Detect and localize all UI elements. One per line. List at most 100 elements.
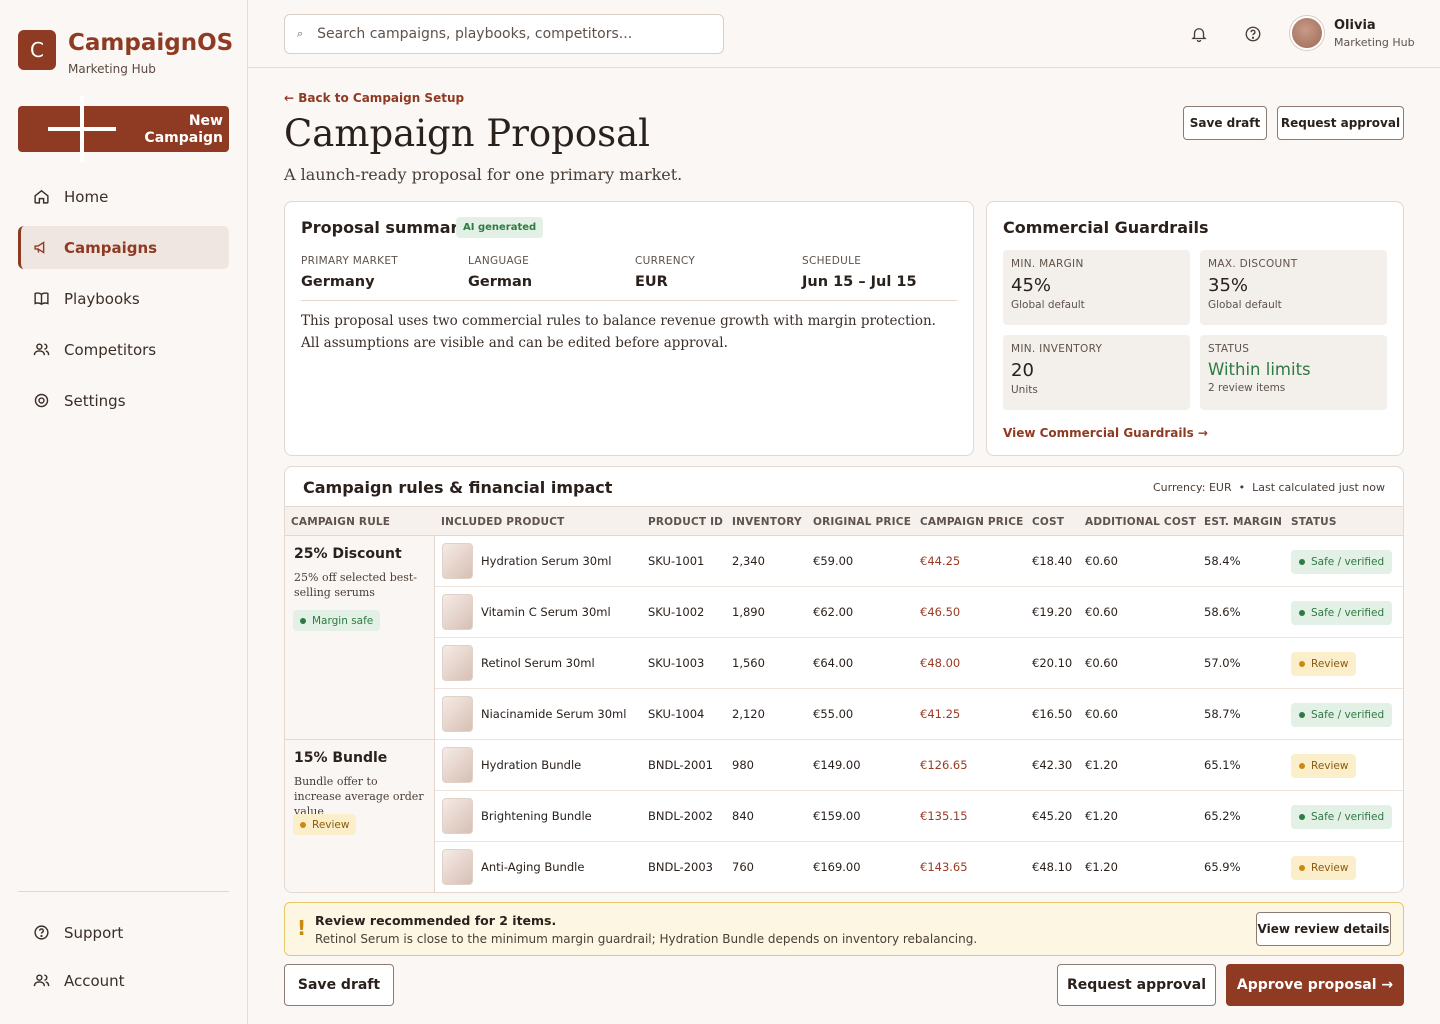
status-badge: Safe / verified — [1291, 805, 1393, 829]
product-thumbnail — [442, 645, 473, 681]
request-approval-button[interactable]: Request approval — [1057, 964, 1216, 1006]
column-header: ADDITIONAL COST — [1085, 516, 1197, 528]
column-header: INCLUDED PRODUCT — [441, 516, 565, 528]
guardrails-card: Commercial Guardrails MIN. MARGIN 45% Gl… — [986, 201, 1404, 456]
save-draft-button-top[interactable]: Save draft — [1183, 106, 1267, 140]
guardrails-title: Commercial Guardrails — [1003, 218, 1209, 237]
request-approval-button-top[interactable]: Request approval — [1277, 106, 1404, 140]
rules-table-card: Campaign rules & financial impact Curren… — [284, 466, 1404, 893]
ai-generated-badge: AI generated — [456, 217, 544, 238]
save-draft-button[interactable]: Save draft — [284, 964, 394, 1006]
sidebar-item-playbooks[interactable]: Playbooks — [18, 277, 229, 320]
user-role: Marketing Hub — [1334, 36, 1415, 49]
sidebar: C CampaignOS Marketing Hub New Campaign … — [0, 0, 248, 1024]
rule-badge: Margin safe — [293, 610, 381, 631]
brand-logo: C — [18, 30, 56, 70]
rule-description: 25% off selected best-selling serums — [294, 571, 418, 599]
rule-cell: 15% Bundle Bundle offer to increase aver… — [285, 740, 435, 892]
view-review-details-button[interactable]: View review details — [1256, 912, 1391, 946]
product-thumbnail — [442, 747, 473, 783]
status-badge: Safe / verified — [1291, 550, 1393, 574]
summary-text: This proposal uses two commercial rules … — [301, 313, 936, 351]
brand-subtitle: Marketing Hub — [68, 62, 156, 76]
status-badge: Review — [1291, 652, 1357, 676]
megaphone-icon — [32, 239, 50, 257]
column-header: COST — [1032, 516, 1065, 528]
search-icon: ⌕ — [297, 27, 304, 40]
meta-value: Germany — [301, 274, 375, 290]
sidebar-divider — [18, 891, 229, 892]
table-row[interactable]: Hydration Serum 30ml SKU-1001 2,340 €59.… — [435, 536, 1403, 587]
meta-label: PRIMARY MARKET — [301, 255, 399, 267]
sidebar-item-competitors[interactable]: Competitors — [18, 328, 229, 371]
approve-proposal-button[interactable]: Approve proposal → — [1226, 964, 1404, 1006]
search-input[interactable]: ⌕ Search campaigns, playbooks, competito… — [284, 14, 724, 54]
column-header: STATUS — [1291, 516, 1337, 528]
product-thumbnail — [442, 849, 473, 885]
sidebar-item-campaigns[interactable]: Campaigns — [18, 226, 229, 269]
warning-icon: ! — [297, 916, 307, 940]
account-icon — [32, 972, 50, 990]
status-badge: Safe / verified — [1291, 601, 1393, 625]
view-guardrails-link[interactable]: View Commercial Guardrails → — [1003, 426, 1208, 440]
meta-value: EUR — [635, 274, 668, 290]
page-subtitle: A launch-ready proposal for one primary … — [284, 165, 683, 184]
table-row[interactable]: Anti-Aging Bundle BNDL-2003 760 €169.00 … — [435, 842, 1403, 892]
status-badge: Review — [1291, 856, 1357, 880]
table-row[interactable]: Vitamin C Serum 30ml SKU-1002 1,890 €62.… — [435, 587, 1403, 638]
product-thumbnail — [442, 594, 473, 630]
book-icon — [32, 290, 50, 308]
sidebar-item-settings[interactable]: Settings — [18, 379, 229, 422]
meta-value: Jun 15 – Jul 15 — [802, 274, 917, 290]
product-thumbnail — [442, 798, 473, 834]
review-alert: ! Review recommended for 2 items. Retino… — [284, 902, 1404, 956]
table-row[interactable]: Niacinamide Serum 30ml SKU-1004 2,120 €5… — [435, 689, 1403, 740]
divider — [301, 300, 957, 301]
table-header: CAMPAIGN RULE INCLUDED PRODUCT PRODUCT I… — [285, 506, 1403, 536]
status-badge: Review — [1291, 754, 1357, 778]
guardrail-min-margin: MIN. MARGIN 45% Global default — [1003, 250, 1190, 325]
page-title: Campaign Proposal — [284, 112, 651, 155]
status-badge: Safe / verified — [1291, 703, 1393, 727]
column-header: EST. MARGIN — [1204, 516, 1283, 528]
meta-value: German — [468, 274, 533, 290]
table-row[interactable]: Retinol Serum 30ml SKU-1003 1,560 €64.00… — [435, 638, 1403, 689]
brand[interactable]: C CampaignOS Marketing Hub — [18, 30, 233, 76]
rule-cell: 25% Discount 25% off selected best-selli… — [285, 536, 435, 740]
guardrail-status: STATUS Within limits 2 review items — [1200, 335, 1387, 410]
table-row[interactable]: Brightening Bundle BNDL-2002 840 €159.00… — [435, 791, 1403, 842]
rule-name: 15% Bundle — [294, 750, 388, 766]
product-thumbnail — [442, 543, 473, 579]
summary-title: Proposal summary — [301, 218, 469, 237]
sidebar-item-support[interactable]: Support — [18, 911, 229, 954]
bell-icon[interactable] — [1189, 24, 1209, 44]
new-campaign-button[interactable]: New Campaign — [18, 96, 229, 162]
gear-icon — [32, 392, 50, 410]
alert-text: Retinol Serum is close to the minimum ma… — [315, 932, 978, 946]
meta-label: CURRENCY — [635, 255, 696, 267]
product-thumbnail — [442, 696, 473, 732]
sidebar-item-home[interactable]: Home — [18, 175, 229, 218]
column-header: PRODUCT ID — [648, 516, 724, 528]
topbar: ⌕ Search campaigns, playbooks, competito… — [248, 0, 1440, 68]
rules-table-title: Campaign rules & financial impact — [303, 478, 613, 497]
alert-title: Review recommended for 2 items. — [315, 913, 557, 928]
meta-label: SCHEDULE — [802, 255, 862, 267]
column-header: INVENTORY — [732, 516, 802, 528]
sidebar-item-account[interactable]: Account — [18, 959, 229, 1002]
brand-name: CampaignOS — [68, 30, 234, 56]
user-name: Olivia — [1334, 18, 1376, 33]
home-icon — [32, 188, 50, 206]
guardrail-min-inventory: MIN. INVENTORY 20 Units — [1003, 335, 1190, 410]
table-row[interactable]: Hydration Bundle BNDL-2001 980 €149.00 €… — [435, 740, 1403, 791]
search-placeholder: Search campaigns, playbooks, competitors… — [317, 26, 633, 42]
avatar[interactable] — [1290, 16, 1324, 50]
back-link[interactable]: ← Back to Campaign Setup — [284, 91, 465, 105]
users-icon — [32, 341, 50, 359]
column-header: CAMPAIGN PRICE — [920, 516, 1024, 528]
help-icon[interactable] — [1243, 24, 1263, 44]
meta-label: LANGUAGE — [468, 255, 530, 267]
guardrail-max-discount: MAX. DISCOUNT 35% Global default — [1200, 250, 1387, 325]
calc-meta: Currency: EUR • Last calculated just now — [1153, 481, 1385, 494]
column-header: CAMPAIGN RULE — [291, 516, 391, 528]
